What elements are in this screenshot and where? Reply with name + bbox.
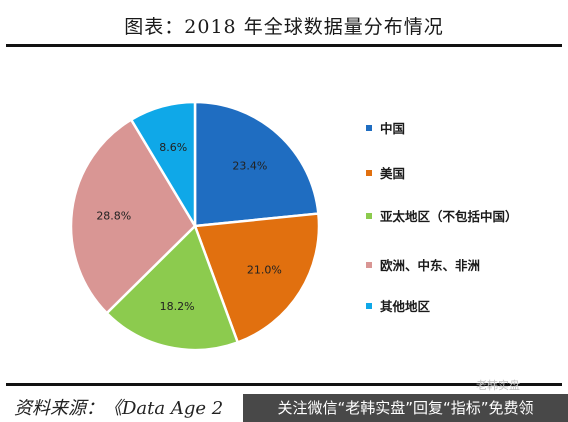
source-note: 资料来源：《Data Age 2 bbox=[14, 398, 224, 419]
legend-swatch bbox=[366, 262, 372, 268]
legend-label: 美国 bbox=[380, 166, 406, 181]
pie-chart: 23.4% 21.0% 18.2% 28.8% 8.6% bbox=[69, 100, 321, 352]
title-rule bbox=[6, 44, 562, 47]
pie-slices bbox=[69, 100, 321, 352]
chart-legend: 中国美国亚太地区（不包括中国） 欧洲、中东、非洲 其他地区 bbox=[366, 118, 546, 317]
pie-data-label-2: 21.0% bbox=[247, 263, 282, 276]
pie-slice-1 bbox=[193, 100, 320, 228]
pie-data-label-3: 18.2% bbox=[160, 300, 195, 313]
pie-data-label-5: 8.6% bbox=[159, 141, 187, 154]
legend-swatch bbox=[366, 303, 372, 309]
legend-item-4: 欧洲、中东、非洲 bbox=[366, 255, 546, 276]
pie-data-label-4: 28.8% bbox=[96, 210, 131, 223]
legend-swatch bbox=[366, 170, 372, 176]
pie-slice-5 bbox=[129, 100, 197, 228]
legend-label: 中国 bbox=[380, 121, 406, 136]
watermark-banner: 关注微信“老韩实盘”回复“指标”免费领 bbox=[243, 394, 568, 422]
legend-label: 欧洲、中东、非洲 bbox=[380, 258, 481, 273]
watermark-faint: 老韩实盘 bbox=[476, 379, 520, 392]
pie-data-label-1: 23.4% bbox=[232, 159, 267, 172]
legend-item-1: 中国 bbox=[366, 118, 546, 139]
legend-swatch bbox=[366, 213, 372, 219]
pie-slice-3 bbox=[105, 224, 239, 352]
legend-item-2: 美国 bbox=[366, 163, 546, 184]
legend-swatch bbox=[366, 125, 372, 131]
footer-rule bbox=[6, 383, 562, 386]
legend-item-5: 其他地区 bbox=[366, 296, 546, 317]
legend-label: 亚太地区（不包括中国） bbox=[380, 209, 518, 224]
legend-label: 其他地区 bbox=[380, 299, 431, 314]
pie-labels: 23.4% 21.0% 18.2% 28.8% 8.6% bbox=[96, 141, 282, 313]
legend-item-3: 亚太地区（不包括中国） bbox=[366, 206, 546, 227]
chart-title: 图表：2018 年全球数据量分布情况 bbox=[124, 16, 444, 38]
pie-slice-4 bbox=[69, 118, 197, 315]
